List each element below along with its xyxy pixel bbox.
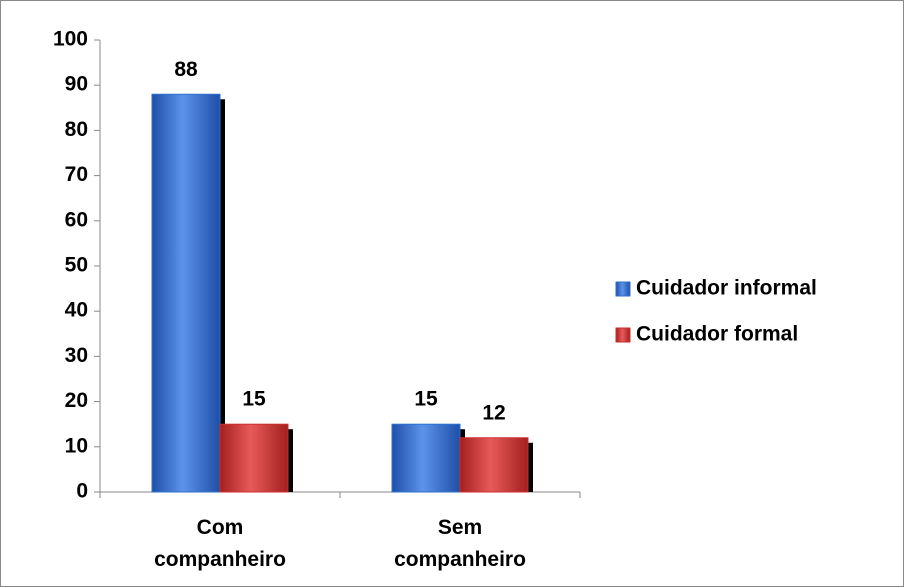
bar — [459, 437, 529, 493]
y-tick-label: 40 — [65, 299, 88, 322]
bar — [151, 93, 221, 493]
y-tick-label: 50 — [65, 254, 88, 277]
y-tick-label: 70 — [65, 163, 88, 186]
legend-label: Cuidador formal — [636, 323, 798, 346]
y-tick-label: 30 — [65, 344, 88, 367]
x-tick-label: Com companheiro — [154, 516, 286, 571]
legend-label: Cuidador informal — [636, 277, 817, 300]
x-tick-label: Sem companheiro — [394, 516, 526, 571]
y-tick-label: 0 — [76, 480, 88, 503]
y-tick-label: 90 — [65, 73, 88, 96]
bar — [219, 423, 289, 493]
y-tick-label: 60 — [65, 208, 88, 231]
data-label: 15 — [242, 388, 266, 411]
y-tick-label: 100 — [53, 28, 88, 51]
bar — [391, 423, 461, 493]
y-tick-label: 20 — [65, 389, 88, 412]
data-label: 12 — [482, 401, 505, 424]
y-tick-label: 80 — [65, 118, 88, 141]
data-label: 15 — [414, 388, 438, 411]
y-tick-label: 10 — [65, 434, 88, 457]
legend-swatch — [615, 281, 631, 297]
data-label: 88 — [174, 58, 198, 81]
legend-swatch — [615, 327, 631, 343]
